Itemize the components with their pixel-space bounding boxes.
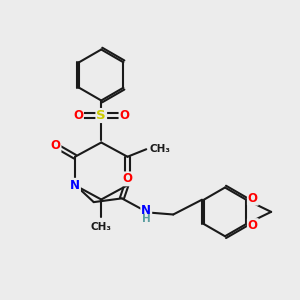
Text: N: N [141,204,151,217]
Text: CH₃: CH₃ [91,222,112,232]
Text: H: H [142,214,151,224]
Text: N: N [70,179,80,192]
Text: O: O [50,139,61,152]
Text: CH₃: CH₃ [150,144,171,154]
Text: O: O [122,172,133,185]
Text: O: O [73,109,83,122]
Text: O: O [248,192,258,205]
Text: S: S [96,109,106,122]
Text: O: O [248,219,258,232]
Text: O: O [119,109,130,122]
